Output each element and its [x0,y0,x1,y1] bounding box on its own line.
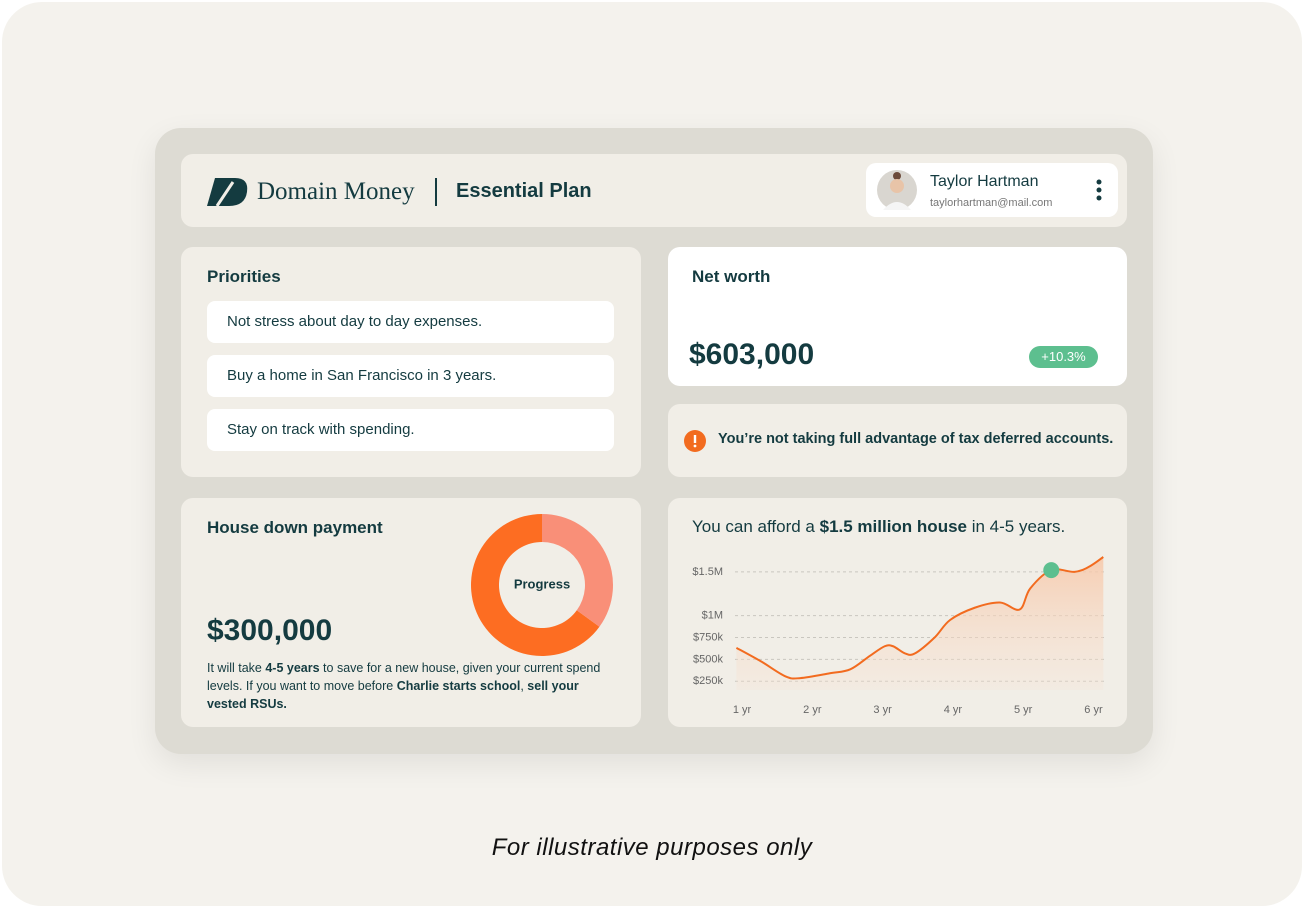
text-run: sell your vested RSUs. [207,679,579,711]
card-title: House down payment [207,518,383,537]
net-worth-amount: $603,000 [689,338,815,371]
house-card: House down payment $300,000 It will take… [181,498,641,727]
y-tick-label: $250k [693,675,723,687]
plan-name: Essential Plan [456,180,592,202]
donut-segment [471,514,600,656]
change-badge: +10.3% [1029,346,1098,368]
x-tick-label: 1 yr [733,704,752,716]
text-run: in 4-5 years. [966,517,1066,536]
x-tick-label: 2 yr [803,704,822,716]
priorities-card: Priorities Not stress about day to day e… [181,247,641,477]
y-tick-label: $750k [693,631,723,643]
x-tick-label: 6 yr [1084,704,1103,716]
chart-card: You can afford a $1.5 million house in 4… [668,498,1127,727]
goal-amount: $300,000 [207,614,333,647]
text-run: to save for a new house, given your curr… [207,661,601,693]
brand: Domain Money [257,178,415,205]
net-worth-card: Net worth $603,000 +10.3% [668,247,1127,386]
y-tick-label: $1M [702,610,723,622]
card-title: Net worth [692,267,771,286]
footer-note: For illustrative purposes only [491,834,813,861]
alert-card: You’re not taking full advantage of tax … [668,404,1127,477]
description: It will take 4-5 years to save for a new… [207,659,607,713]
donut-segment [542,514,613,627]
priority-item: Buy a home in San Francisco in 3 years. [207,355,614,397]
chart-title: You can afford a $1.5 million house in 4… [692,517,1065,537]
donut-label: Progress [514,576,570,591]
user-card[interactable]: Taylor Hartman taylorhartman@mail.com [866,163,1118,217]
card-title: Priorities [207,267,281,286]
user-name: Taylor Hartman [930,173,1039,190]
text-run: 4-5 years [265,661,320,675]
chart: $250k $500k $750k $1M $1.5M 1 yr 2 yr 3 yr 4 yr 5… [692,556,1104,716]
menu-button[interactable] [1095,179,1103,203]
area [736,557,1104,690]
x-tick-label: 3 yr [873,704,892,716]
text-run: $1.5 million house [819,517,967,536]
avatar [877,170,917,210]
user-email: taylorhartman@mail.com [930,197,1053,209]
text-run: It will take [207,661,266,675]
warning-icon [684,430,706,452]
x-tick-label: 4 yr [944,704,963,716]
divider [435,178,437,206]
y-tick-label: $500k [693,653,723,665]
progress-donut: Progress [471,514,613,656]
logo-icon [207,178,248,206]
priority-item: Not stress about day to day expenses. [207,301,614,343]
alert-text: You’re not taking full advantage of tax … [718,431,1114,447]
text-run: You can afford a [692,517,820,536]
text-run: Charlie starts school [396,679,521,693]
highlight-point [1043,562,1060,579]
y-tick-label: $1.5M [692,566,723,578]
x-tick-label: 5 yr [1014,704,1033,716]
text-run: , [520,679,528,693]
priority-item: Stay on track with spending. [207,409,614,451]
header: Domain Money Essential Plan Taylor Hartm… [181,154,1127,227]
